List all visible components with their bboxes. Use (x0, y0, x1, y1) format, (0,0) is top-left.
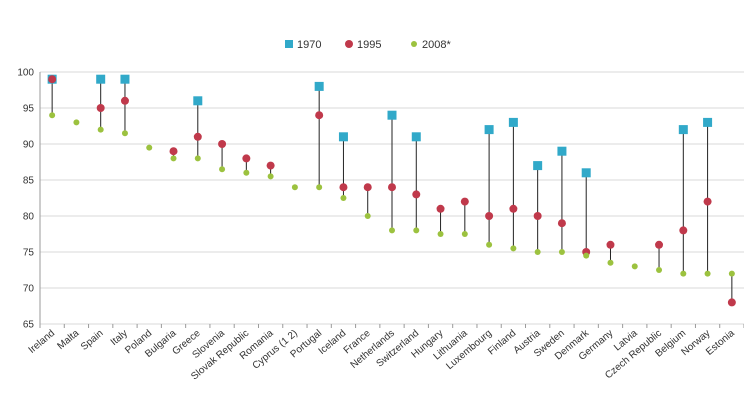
marker-1995 (509, 205, 517, 213)
legend-label: 2008* (422, 39, 451, 51)
marker-1970 (96, 75, 105, 84)
legend-swatch (411, 41, 417, 47)
y-tick-label: 65 (23, 320, 35, 331)
marker-1970 (193, 96, 202, 105)
marker-1970 (557, 147, 566, 156)
marker-1995 (218, 140, 226, 148)
marker-2008 (438, 231, 444, 237)
marker-1995 (267, 162, 275, 170)
legend: 1970 1995 2008* (285, 39, 451, 51)
marker-2008 (195, 155, 201, 161)
marker-1995 (315, 111, 323, 119)
marker-2008 (559, 249, 565, 255)
marker-2008 (583, 253, 589, 259)
marker-1995 (485, 212, 493, 220)
marker-1970 (509, 118, 518, 127)
marker-2008 (316, 184, 322, 190)
marker-2008 (146, 145, 152, 151)
marker-1970 (582, 168, 591, 177)
x-tick-label: Finland (486, 328, 518, 358)
marker-1995 (194, 133, 202, 141)
marker-2008 (98, 127, 104, 133)
marker-2008 (656, 267, 662, 273)
marker-1995 (679, 226, 687, 234)
marker-1995 (364, 183, 372, 191)
marker-1995 (97, 104, 105, 112)
marker-2008 (122, 130, 128, 136)
marker-1970 (703, 118, 712, 127)
marker-1995 (412, 190, 420, 198)
marker-2008 (632, 263, 638, 269)
marker-1995 (655, 241, 663, 249)
marker-2008 (292, 184, 298, 190)
marker-2008 (243, 170, 249, 176)
legend-swatch (285, 40, 293, 48)
y-tick-label: 100 (17, 68, 34, 79)
marker-2008 (486, 242, 492, 248)
marker-2008 (413, 227, 419, 233)
marker-2008 (49, 112, 55, 118)
marker-1970 (485, 125, 494, 134)
legend-label: 1970 (297, 39, 321, 51)
marker-1995 (606, 241, 614, 249)
marker-2008 (510, 245, 516, 251)
y-tick-label: 85 (23, 176, 35, 187)
marker-1970 (412, 132, 421, 141)
marker-1970 (120, 75, 129, 84)
y-tick-label: 95 (23, 104, 35, 115)
marker-1995 (121, 97, 129, 105)
marker-1995 (48, 75, 56, 83)
axes: 65 70 75 80 85 90 95 100 (17, 68, 744, 331)
marker-1995 (534, 212, 542, 220)
marker-1995 (437, 205, 445, 213)
x-tick-label: Malta (56, 328, 82, 352)
marker-2008 (365, 213, 371, 219)
marker-1995 (242, 154, 250, 162)
x-tick-label: Estonia (704, 328, 737, 358)
y-tick-label: 90 (23, 140, 35, 151)
marker-1995 (728, 298, 736, 306)
y-tick-label: 75 (23, 248, 35, 259)
y-tick-label: 70 (23, 284, 35, 295)
marker-2008 (462, 231, 468, 237)
marker-1995 (558, 219, 566, 227)
marker-1970 (339, 132, 348, 141)
marker-1995 (704, 198, 712, 206)
marker-1970 (679, 125, 688, 134)
marker-1995 (461, 198, 469, 206)
marker-2008 (171, 155, 177, 161)
marker-1970 (533, 161, 542, 170)
marker-2008 (219, 166, 225, 172)
marker-2008 (340, 195, 346, 201)
legend-label: 1995 (357, 39, 381, 51)
marker-1995 (170, 147, 178, 155)
marker-1995 (339, 183, 347, 191)
marker-1970 (388, 111, 397, 120)
data-markers (48, 75, 736, 307)
marker-1995 (388, 183, 396, 191)
legend-swatch (345, 40, 353, 48)
marker-2008 (268, 173, 274, 179)
marker-2008 (607, 260, 613, 266)
y-tick-label: 80 (23, 212, 35, 223)
marker-2008 (389, 227, 395, 233)
x-tick-label: Iceland (317, 328, 349, 357)
marker-2008 (680, 271, 686, 277)
marker-1970 (315, 82, 324, 91)
x-tick-label: Spain (79, 328, 106, 353)
marker-2008 (73, 119, 79, 125)
marker-2008 (729, 271, 735, 277)
x-tick-label: Ireland (27, 328, 57, 356)
marker-2008 (705, 271, 711, 277)
marker-2008 (535, 249, 541, 255)
